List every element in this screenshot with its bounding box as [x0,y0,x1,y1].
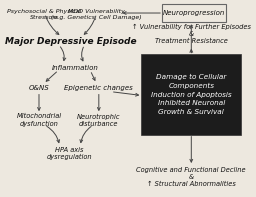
Text: Neurotrophic
disturbance: Neurotrophic disturbance [77,113,121,126]
FancyBboxPatch shape [162,4,226,22]
Text: Cognitive and Functional Decline
&
↑ Structural Abnormalities: Cognitive and Functional Decline & ↑ Str… [136,167,246,187]
FancyBboxPatch shape [141,55,241,135]
Text: Damage to Cellular
Components
Induction of Apoptosis
Inhibited Neuronal
Growth &: Damage to Cellular Components Induction … [151,74,232,115]
Text: Epigenetic changes: Epigenetic changes [65,85,133,91]
Text: Major Depressive Episode: Major Depressive Episode [5,37,136,46]
Text: Neuroprogression: Neuroprogression [163,10,225,16]
Text: O&NS: O&NS [29,85,49,91]
Text: HPA axis
dysregulation: HPA axis dysregulation [47,147,92,160]
Text: Psychosocial & Physical
Stressors: Psychosocial & Physical Stressors [7,9,82,20]
Text: Inflammation: Inflammation [51,65,98,71]
Text: MDD Vulnerability
(e.g. Genetics, Cell Damage): MDD Vulnerability (e.g. Genetics, Cell D… [51,9,142,20]
Text: ↑ Vulnerability for Further Episodes
&
Treatment Resistance: ↑ Vulnerability for Further Episodes & T… [132,24,251,44]
Text: Mitochondrial
dysfunction: Mitochondrial dysfunction [16,113,61,127]
